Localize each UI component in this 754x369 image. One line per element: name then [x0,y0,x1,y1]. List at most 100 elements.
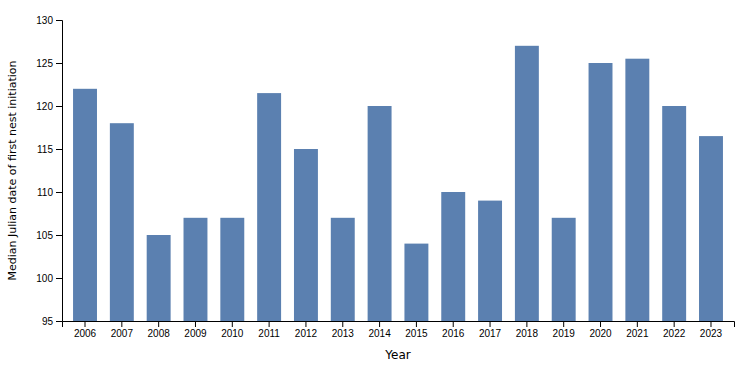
tick-mark [269,321,270,327]
x-tick: 2008 [148,321,171,339]
x-tick: 2016 [442,321,465,339]
y-tick: 100 [36,273,62,284]
bar [699,136,723,321]
tick-mark [526,321,527,327]
tick-label: 2008 [148,328,171,339]
x-tick: 2006 [74,321,97,339]
tick-label: 2009 [184,328,207,339]
bar [220,218,244,321]
tick-label: 2019 [553,328,576,339]
bar [441,192,465,321]
tick-mark [56,149,62,150]
tick-label: 2013 [332,328,355,339]
tick-mark [600,321,601,327]
tick-label: 2020 [589,328,612,339]
tick-label: 2006 [74,328,97,339]
tick-mark [56,20,62,21]
bar [331,218,355,321]
tick-mark [56,278,62,279]
tick-label: 95 [42,316,54,327]
x-tick: 2023 [700,321,723,339]
tick-mark [379,321,380,327]
plot-area: 2006 2007 2008 2009 2010 2011 2012 2013 2014 2015… [36,15,734,339]
tick-label: 2017 [479,328,502,339]
y-tick: 95 [42,316,62,327]
tick-mark [56,106,62,107]
tick-mark [56,235,62,236]
y-axis-title: Median Julian date of first nest initiat… [6,60,19,280]
tick-label: 100 [36,273,53,284]
tick-mark [195,321,196,327]
axis-line [56,21,63,322]
x-tick: 2018 [516,321,539,339]
chart-svg: 2006 2007 2008 2009 2010 2011 2012 2013 2014 2015… [0,0,754,369]
x-tick: 2019 [553,321,576,339]
tick-label: 2016 [442,328,465,339]
y-tick: 120 [36,101,62,112]
x-tick: 2015 [405,321,428,339]
tick-label: 2018 [516,328,539,339]
x-tick: 2011 [258,321,280,339]
tick-mark [674,321,675,327]
x-tick: 2022 [663,321,686,339]
x-axis-title: Year [384,348,410,362]
x-tick: 2017 [479,321,502,339]
bar [110,123,134,321]
tick-label: 2023 [700,328,723,339]
y-tick: 125 [36,58,62,69]
tick-mark [342,321,343,327]
tick-mark [85,321,86,327]
bar [589,63,613,321]
tick-label: 110 [37,187,53,198]
bar [515,46,539,321]
tick-label: 2007 [111,328,134,339]
x-tick: 2021 [626,321,649,339]
bar [662,106,686,321]
bar [147,235,171,321]
tick-label: 2022 [663,328,686,339]
tick-label: 125 [36,58,53,69]
tick-mark [56,63,62,64]
tick-label: 120 [36,101,53,112]
tick-label: 2021 [626,328,649,339]
tick-mark [56,321,62,322]
tick-label: 130 [36,15,53,26]
tick-mark [453,321,454,327]
bar [184,218,208,321]
axis-line [63,322,735,328]
tick-mark [56,192,62,193]
bar [368,106,392,321]
tick-mark [158,321,159,327]
tick-label: 105 [36,230,53,241]
x-tick: 2010 [221,321,244,339]
x-tick: 2009 [184,321,207,339]
tick-mark [490,321,491,327]
tick-mark [416,321,417,327]
x-axis: 2006 2007 2008 2009 2010 2011 2012 2013 2014 2015… [63,321,735,339]
x-tick: 2014 [368,321,391,339]
bar [625,59,649,321]
y-tick: 105 [36,230,62,241]
tick-mark [305,321,306,327]
x-tick: 2020 [589,321,612,339]
y-tick: 110 [37,187,62,198]
chart-container: 2006 2007 2008 2009 2010 2011 2012 2013 2014 2015… [0,0,754,369]
tick-label: 2015 [405,328,428,339]
bar [294,149,318,321]
tick-mark [121,321,122,327]
tick-label: 2012 [295,328,318,339]
tick-label: 2010 [221,328,244,339]
tick-mark [232,321,233,327]
bar [257,93,281,321]
tick-label: 2011 [258,328,280,339]
x-tick: 2012 [295,321,318,339]
x-tick: 2013 [332,321,355,339]
y-tick: 115 [37,144,62,155]
bar [552,218,576,321]
x-tick: 2007 [111,321,134,339]
tick-label: 115 [37,144,53,155]
bar [73,89,97,321]
bar [478,201,502,321]
tick-label: 2014 [368,328,391,339]
tick-mark [563,321,564,327]
